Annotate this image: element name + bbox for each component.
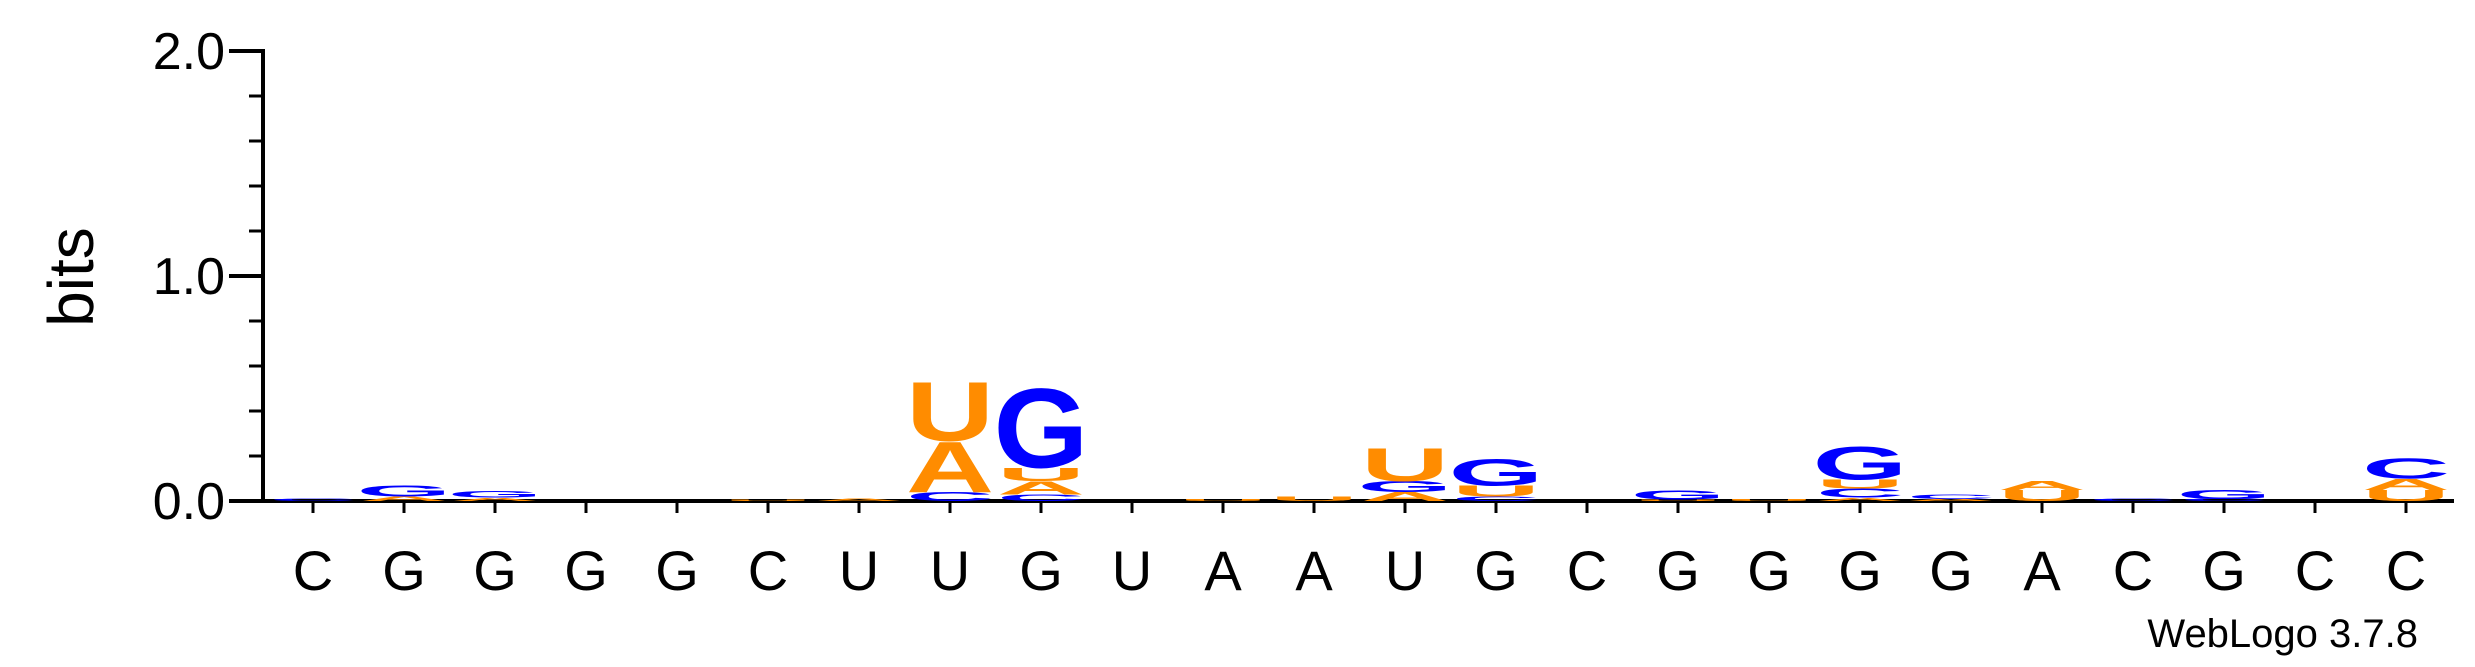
logo-letter-c: C [906,490,994,504]
letter-stack: CUG [1449,451,1544,502]
x-tick-label: C [748,539,788,602]
logo-letter-u: U [906,364,994,458]
logo-letter-c: C [997,493,1085,503]
x-tick-label: C [2386,539,2426,602]
x-tick-label: G [1838,539,1882,602]
x-tick-label: A [2023,539,2061,602]
logo-letter-g: G [1631,488,1726,502]
x-tick-label: G [655,539,699,602]
x-tick-label: U [1385,539,1425,602]
weblogo-credit: WebLogo 3.7.8 [2147,612,2418,656]
logo-letter-a: A [1816,497,1904,502]
y-tick-label: 1.0 [153,248,225,306]
x-tick-label: U [930,539,970,602]
logo-letter-u: U [1998,487,2086,505]
x-tick-label: G [1929,539,1973,602]
letter-stack: CG [2177,487,2272,501]
letter-stack: U [1725,499,1813,502]
logo-letter-c: C [2089,498,2177,501]
logo-letter-a: A [360,495,448,502]
logo-letter-u: U [1816,477,1904,491]
logo-letter-c: C [1452,495,1540,502]
letter-stack: UA [1998,478,2086,504]
letter-stack: U [724,499,812,501]
logo-letter-u: U [1361,438,1449,491]
logo-letter-c: C [1907,493,1995,500]
letter-stack: CAU [906,364,994,508]
logo-letter-u: U [1725,499,1813,502]
logo-letter-a: A [1998,478,2086,492]
logo-letter-c: C [1816,486,1904,500]
letter-stack: AC [1907,493,1995,502]
letter-stack: AG [357,482,452,502]
letter-stack: C [269,498,357,501]
letter-stack: UAC [2362,453,2450,504]
x-tick-label: C [293,539,333,602]
letter-stack: C [2089,498,2177,501]
letter-stack: A [815,498,903,502]
logo-letter-g: G [1358,478,1453,496]
logo-letter-a: A [2362,476,2450,494]
y-tick-label: 0.0 [153,473,225,531]
logo-letter-g: G [1813,437,1908,490]
logo-letter-g: G [2177,487,2272,501]
logo-letter-u: U [724,499,812,501]
y-tick-label: 2.0 [153,23,225,81]
logo-letter-u: U [1452,482,1540,500]
x-tick-label: G [1747,539,1791,602]
logo-letter-u: U [997,464,1085,485]
logo-letter-a: A [906,427,994,508]
logo-letter-a: A [451,497,539,502]
x-tick-label: A [1204,539,1242,602]
x-tick-label: G [1019,539,1063,602]
letter-stack: AG [448,489,543,502]
x-tick-label: U [839,539,879,602]
x-tick-label: G [1474,539,1518,602]
x-tick-label: U [1112,539,1152,602]
x-tick-label: G [1656,539,1700,602]
x-tick-label: C [2113,539,2153,602]
axes: 0.0 1.0 2.0 [153,23,2454,531]
x-tick-label: G [564,539,608,602]
x-tick-label: C [2295,539,2335,602]
x-tick-label: C [1567,539,1607,602]
logo-letter-u: U [1179,499,1267,502]
logo-letter-c: C [2362,453,2450,485]
letter-stack: UG [1631,488,1726,502]
y-axis-title: bits [35,227,107,327]
logo-letter-u: U [1270,495,1358,502]
x-tick-label: A [1295,539,1333,602]
x-tick-label: G [382,539,426,602]
x-tick-label: G [2202,539,2246,602]
logo-letter-a: A [1361,490,1449,504]
letter-stack: U [1179,499,1267,502]
logo-letter-a: A [1907,498,1995,501]
logo-letter-g: G [448,489,543,499]
logo-letter-g: G [357,482,452,500]
logo-letter-a: A [997,477,1085,498]
logo-letter-g: G [1449,451,1544,493]
logo-letter-c: C [2180,498,2268,501]
letter-stack: U [1270,495,1358,502]
logo-letter-c: C [269,498,357,501]
logo-letter-u: U [2362,487,2450,505]
logo-letter-a: A [815,498,903,502]
x-tick-label: G [473,539,517,602]
logo-letter-u: U [1634,499,1722,501]
letter-stack: AGU [1358,438,1453,504]
logo-letter-g: G [994,365,1089,491]
